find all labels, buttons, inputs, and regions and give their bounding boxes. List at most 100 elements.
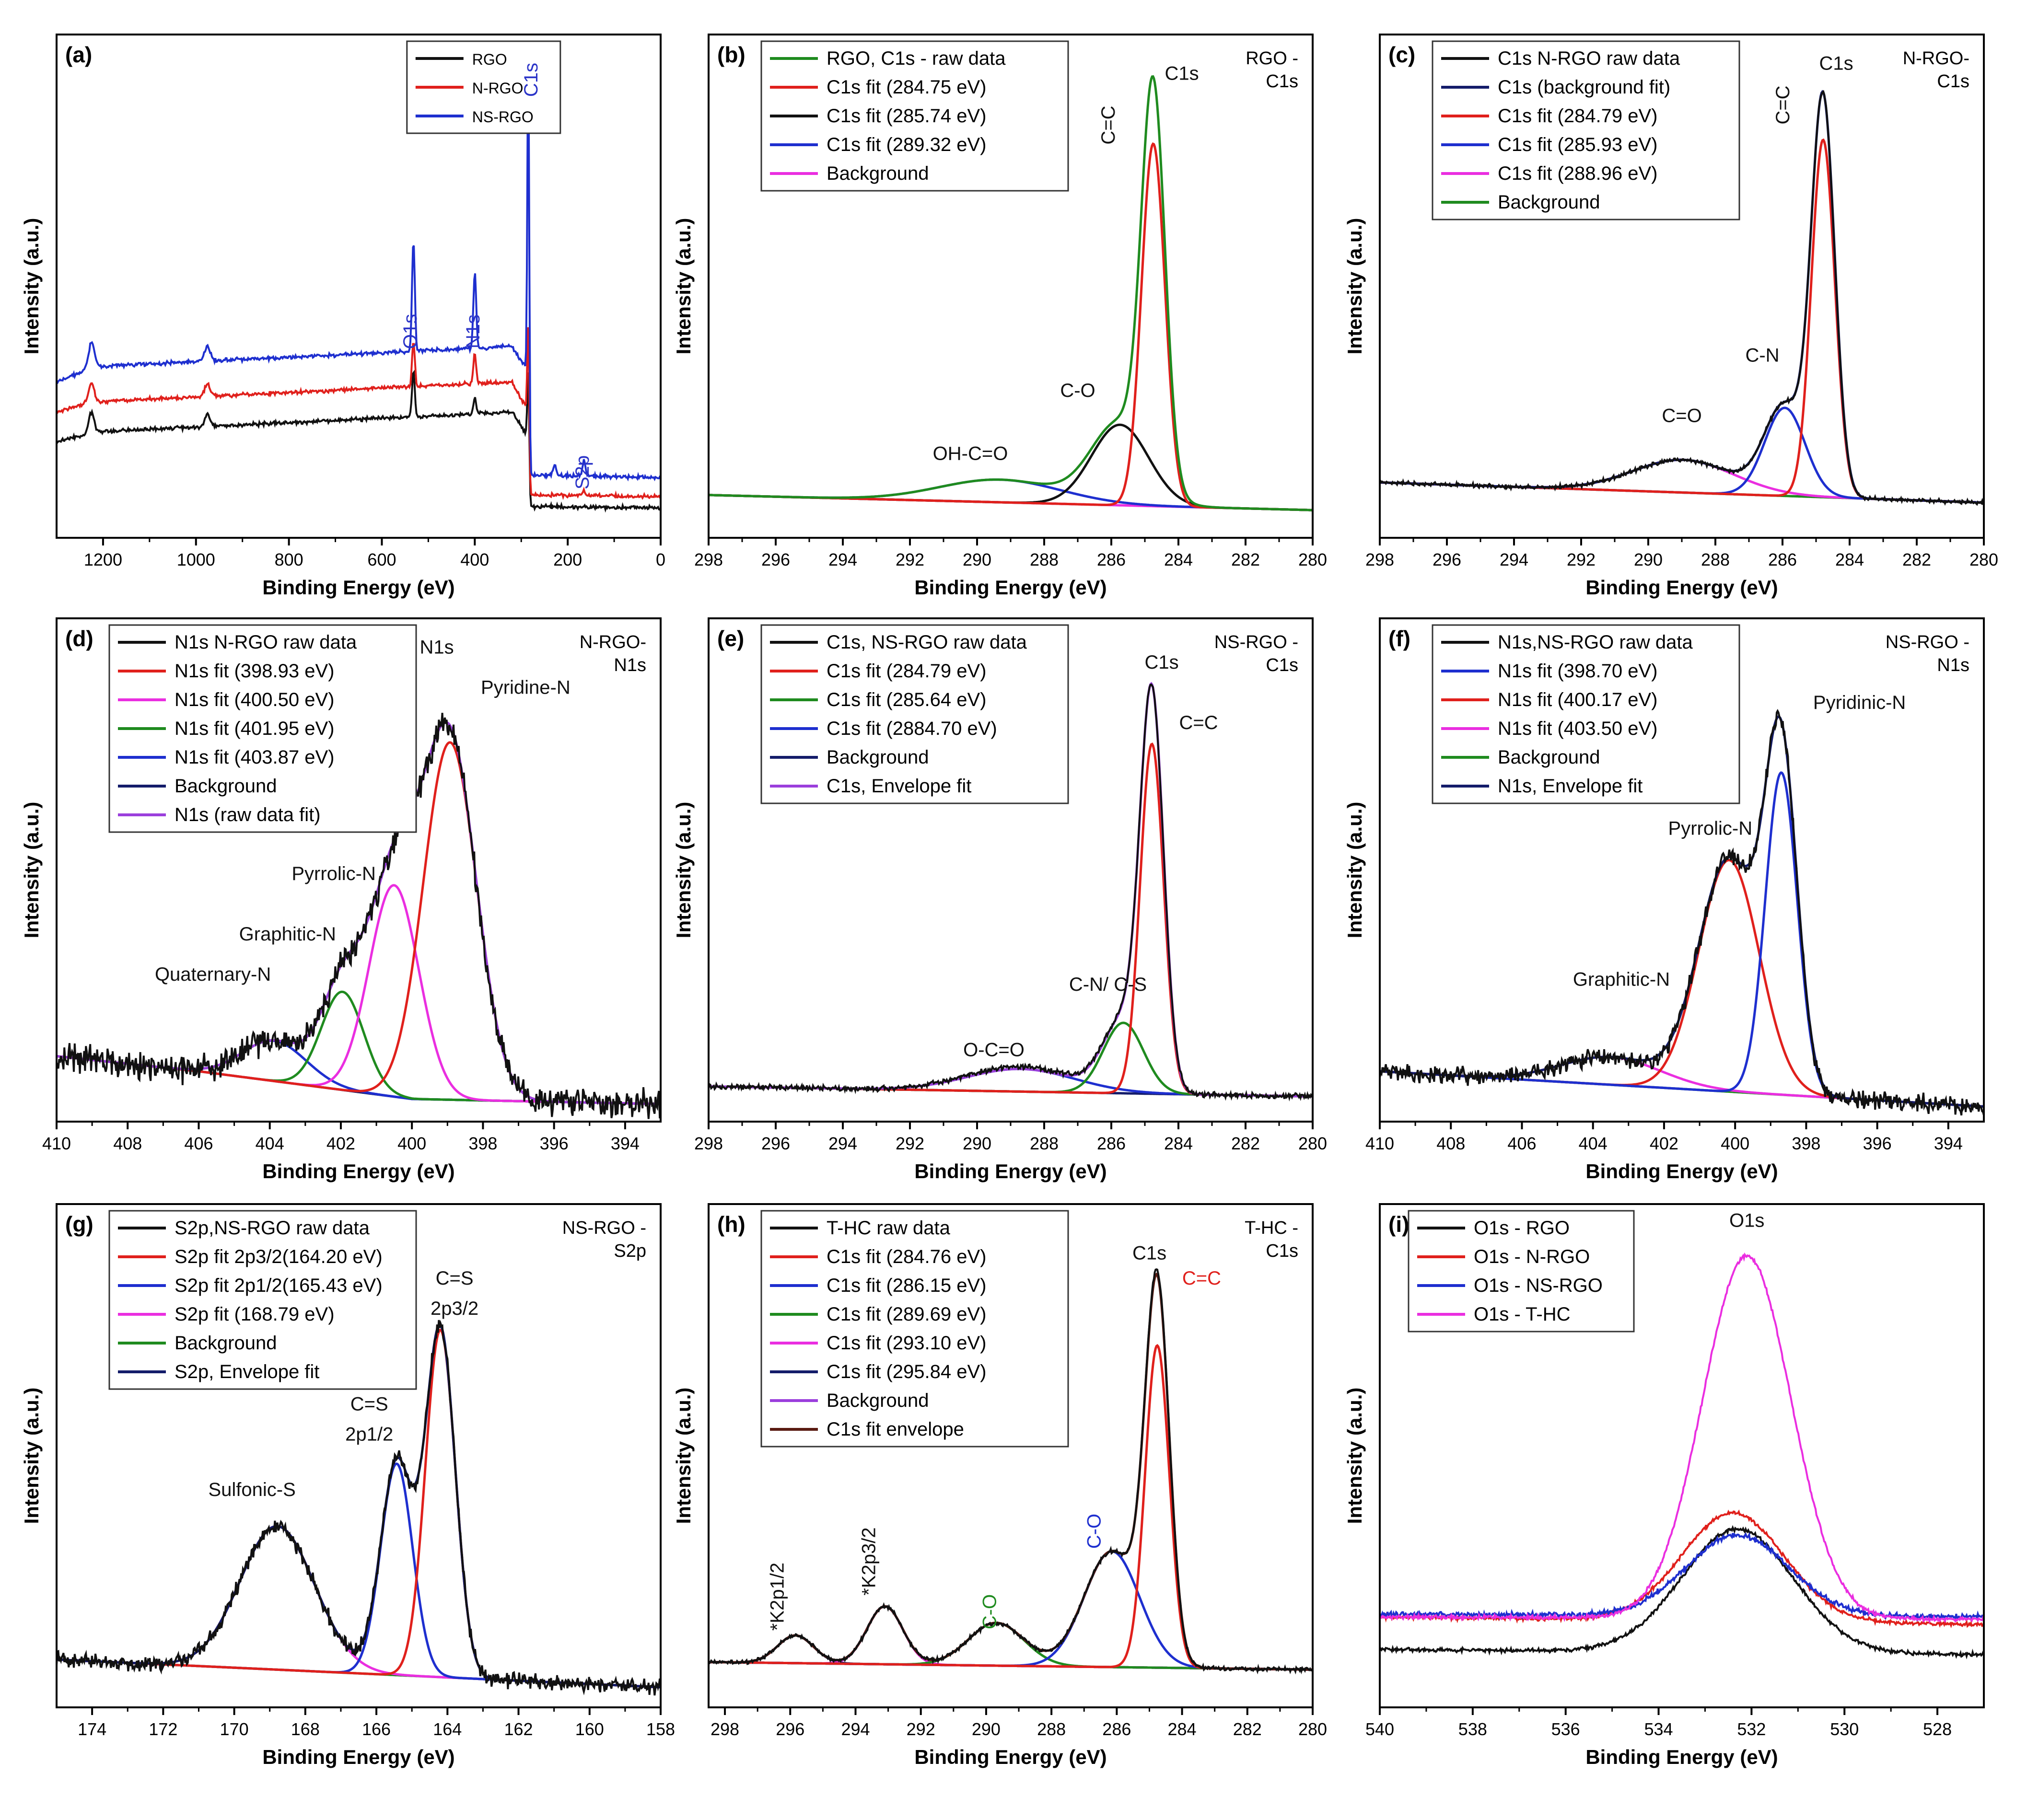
x-tick-label: 0 — [656, 550, 665, 569]
series-n1s-ns-rgo-raw-data — [1380, 708, 1984, 1116]
x-tick-label: 290 — [963, 1134, 991, 1153]
annotation-label: 2p3/2 — [431, 1298, 478, 1319]
panel-b: 298 296 294 292 290 288 286 284 282 280 Binding En… — [672, 34, 1327, 599]
legend-entry: N1s fit (403.87 eV) — [175, 747, 335, 768]
plot-frame — [56, 1203, 662, 1708]
x-tick-label: 284 — [1164, 1134, 1193, 1153]
series-s2p-ns-rgo-raw-data — [57, 1320, 661, 1696]
panel-d: 410 408 406 404 402 400 398 396 394 Binding Energ… — [20, 617, 662, 1182]
x-tick-label: 280 — [1969, 550, 1998, 569]
legend-entry: RGO — [472, 51, 507, 68]
x-tick-label: 400 — [460, 550, 489, 569]
panel-corner-title: NS-RGO - — [562, 1218, 646, 1238]
y-axis-title: Intensity (a.u.) — [1343, 802, 1366, 939]
annotation-label: Graphitic-N — [239, 924, 336, 945]
series-group — [709, 682, 1313, 1101]
series-group — [57, 83, 661, 513]
x-tick-label: 286 — [1097, 1134, 1126, 1153]
x-tick-label: 288 — [1701, 550, 1730, 569]
series-c1s-fit-288-96-ev- — [1380, 458, 1984, 504]
annotation-label: C=C — [1098, 105, 1119, 144]
plot-frame — [56, 34, 662, 539]
legend-entry: C1s fit (284.75 eV) — [827, 77, 987, 98]
x-tick-label: 280 — [1298, 1134, 1327, 1153]
series-group — [1380, 90, 1984, 506]
legend-entry: C1s fit (284.79 eV) — [1498, 105, 1658, 127]
series-n-rgo — [57, 327, 661, 500]
x-tick-label: 296 — [776, 1719, 804, 1739]
x-tick-label: 1200 — [84, 550, 122, 569]
legend-entry: Background — [827, 747, 929, 768]
series-s2p-fit-2p1-2-165-43-ev- — [57, 1462, 661, 1689]
x-tick-label: 290 — [1634, 550, 1663, 569]
x-tick-label: 396 — [1863, 1134, 1892, 1153]
panel-c: 298 296 294 292 290 288 286 284 282 280 Binding En… — [1343, 34, 1998, 599]
legend-entry: C1s fit (285.93 eV) — [1498, 134, 1658, 155]
panel-corner-title: N-RGO- — [580, 632, 646, 652]
series-rgo — [57, 370, 661, 513]
legend-entry: N1s fit (403.50 eV) — [1498, 718, 1658, 739]
x-tick-label: 284 — [1164, 550, 1193, 569]
legend-entry: Background — [175, 776, 277, 797]
x-tick-label: 298 — [694, 1134, 723, 1153]
legend-box — [1408, 1210, 1635, 1333]
x-tick-label: 292 — [907, 1719, 935, 1739]
series-t-hc-raw-data — [709, 1268, 1313, 1675]
legend-entry: N1s (raw data fit) — [175, 804, 321, 825]
x-tick-label: 170 — [220, 1719, 249, 1739]
legend-entry: S2p,NS-RGO raw data — [175, 1217, 370, 1239]
x-tick-label: 286 — [1768, 550, 1797, 569]
panel-f: 410 408 406 404 402 400 398 396 394 Binding Energ… — [1343, 617, 1985, 1182]
legend-entry: N1s,NS-RGO raw data — [1498, 632, 1693, 653]
x-tick-label: 402 — [326, 1134, 355, 1153]
y-axis-title: Intensity (a.u.) — [20, 1388, 43, 1524]
series-rgo-c1s-raw-data — [709, 75, 1313, 511]
x-tick-label: 288 — [1030, 1134, 1059, 1153]
series-group — [709, 75, 1313, 511]
panel-corner-title: C1s — [1266, 1241, 1298, 1261]
x-tick-label: 298 — [1365, 550, 1394, 569]
legend-entry: Background — [1498, 192, 1600, 213]
panel-corner-title: N1s — [1937, 655, 1969, 675]
x-axis-title: Binding Energy (eV) — [1585, 1160, 1778, 1182]
x-tick-label: 172 — [149, 1719, 177, 1739]
series-n1s-fit-400-17-ev- — [1380, 859, 1984, 1108]
legend-entry: N1s fit (398.93 eV) — [175, 661, 335, 682]
x-tick-label: 282 — [1231, 550, 1260, 569]
annotation-label: C1s — [1819, 53, 1853, 74]
x-tick-label: 282 — [1231, 1134, 1260, 1153]
x-tick-label: 1000 — [177, 550, 215, 569]
series-group — [1380, 708, 1984, 1116]
panel-label: (e) — [717, 626, 744, 651]
panel-a: 1200 1000 800 600 400 200 0 Binding Energy (eV)… — [20, 34, 665, 599]
series-c1s-fit-286-15-ev- — [709, 1550, 1313, 1671]
y-axis-title: Intensity (a.u.) — [672, 1388, 695, 1524]
annotation-label: C=S — [436, 1268, 474, 1289]
series-n1s-fit-403-87-ev- — [57, 1039, 661, 1105]
panel-g: 174 172 170 168 166 164 162 160 158 Binding Energ… — [20, 1203, 675, 1768]
legend-entry: S2p fit 2p1/2(165.43 eV) — [175, 1275, 383, 1296]
series-o1s-t-hc — [1380, 1252, 1984, 1624]
y-axis-title: Intensity (a.u.) — [20, 218, 43, 355]
x-tick-label: 292 — [896, 550, 924, 569]
x-tick-label: 408 — [1436, 1134, 1465, 1153]
series-group — [57, 1320, 661, 1696]
panel-corner-title: T-HC - — [1245, 1218, 1298, 1238]
x-tick-label: 406 — [184, 1134, 213, 1153]
y-axis-title: Intensity (a.u.) — [672, 802, 695, 939]
x-tick-label: 404 — [256, 1134, 284, 1153]
annotation-label: Pyridine-N — [481, 677, 571, 698]
x-tick-label: 600 — [367, 550, 396, 569]
legend-entry: T-HC raw data — [827, 1217, 951, 1239]
x-tick-label: 290 — [972, 1719, 1001, 1739]
x-tick-label: 296 — [761, 1134, 790, 1153]
panel-corner-title: C1s — [1266, 71, 1298, 92]
x-tick-label: 284 — [1168, 1719, 1197, 1739]
plot-frame — [708, 1203, 1314, 1708]
x-tick-label: 540 — [1365, 1719, 1394, 1739]
annotation-label: Pyridinic-N — [1813, 692, 1906, 713]
x-tick-label: 160 — [575, 1719, 604, 1739]
x-tick-label: 294 — [828, 550, 857, 569]
x-tick-label: 294 — [841, 1719, 870, 1739]
x-tick-label: 282 — [1233, 1719, 1262, 1739]
